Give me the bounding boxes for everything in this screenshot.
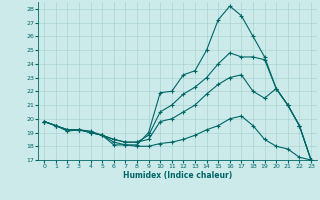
X-axis label: Humidex (Indice chaleur): Humidex (Indice chaleur)	[123, 171, 232, 180]
